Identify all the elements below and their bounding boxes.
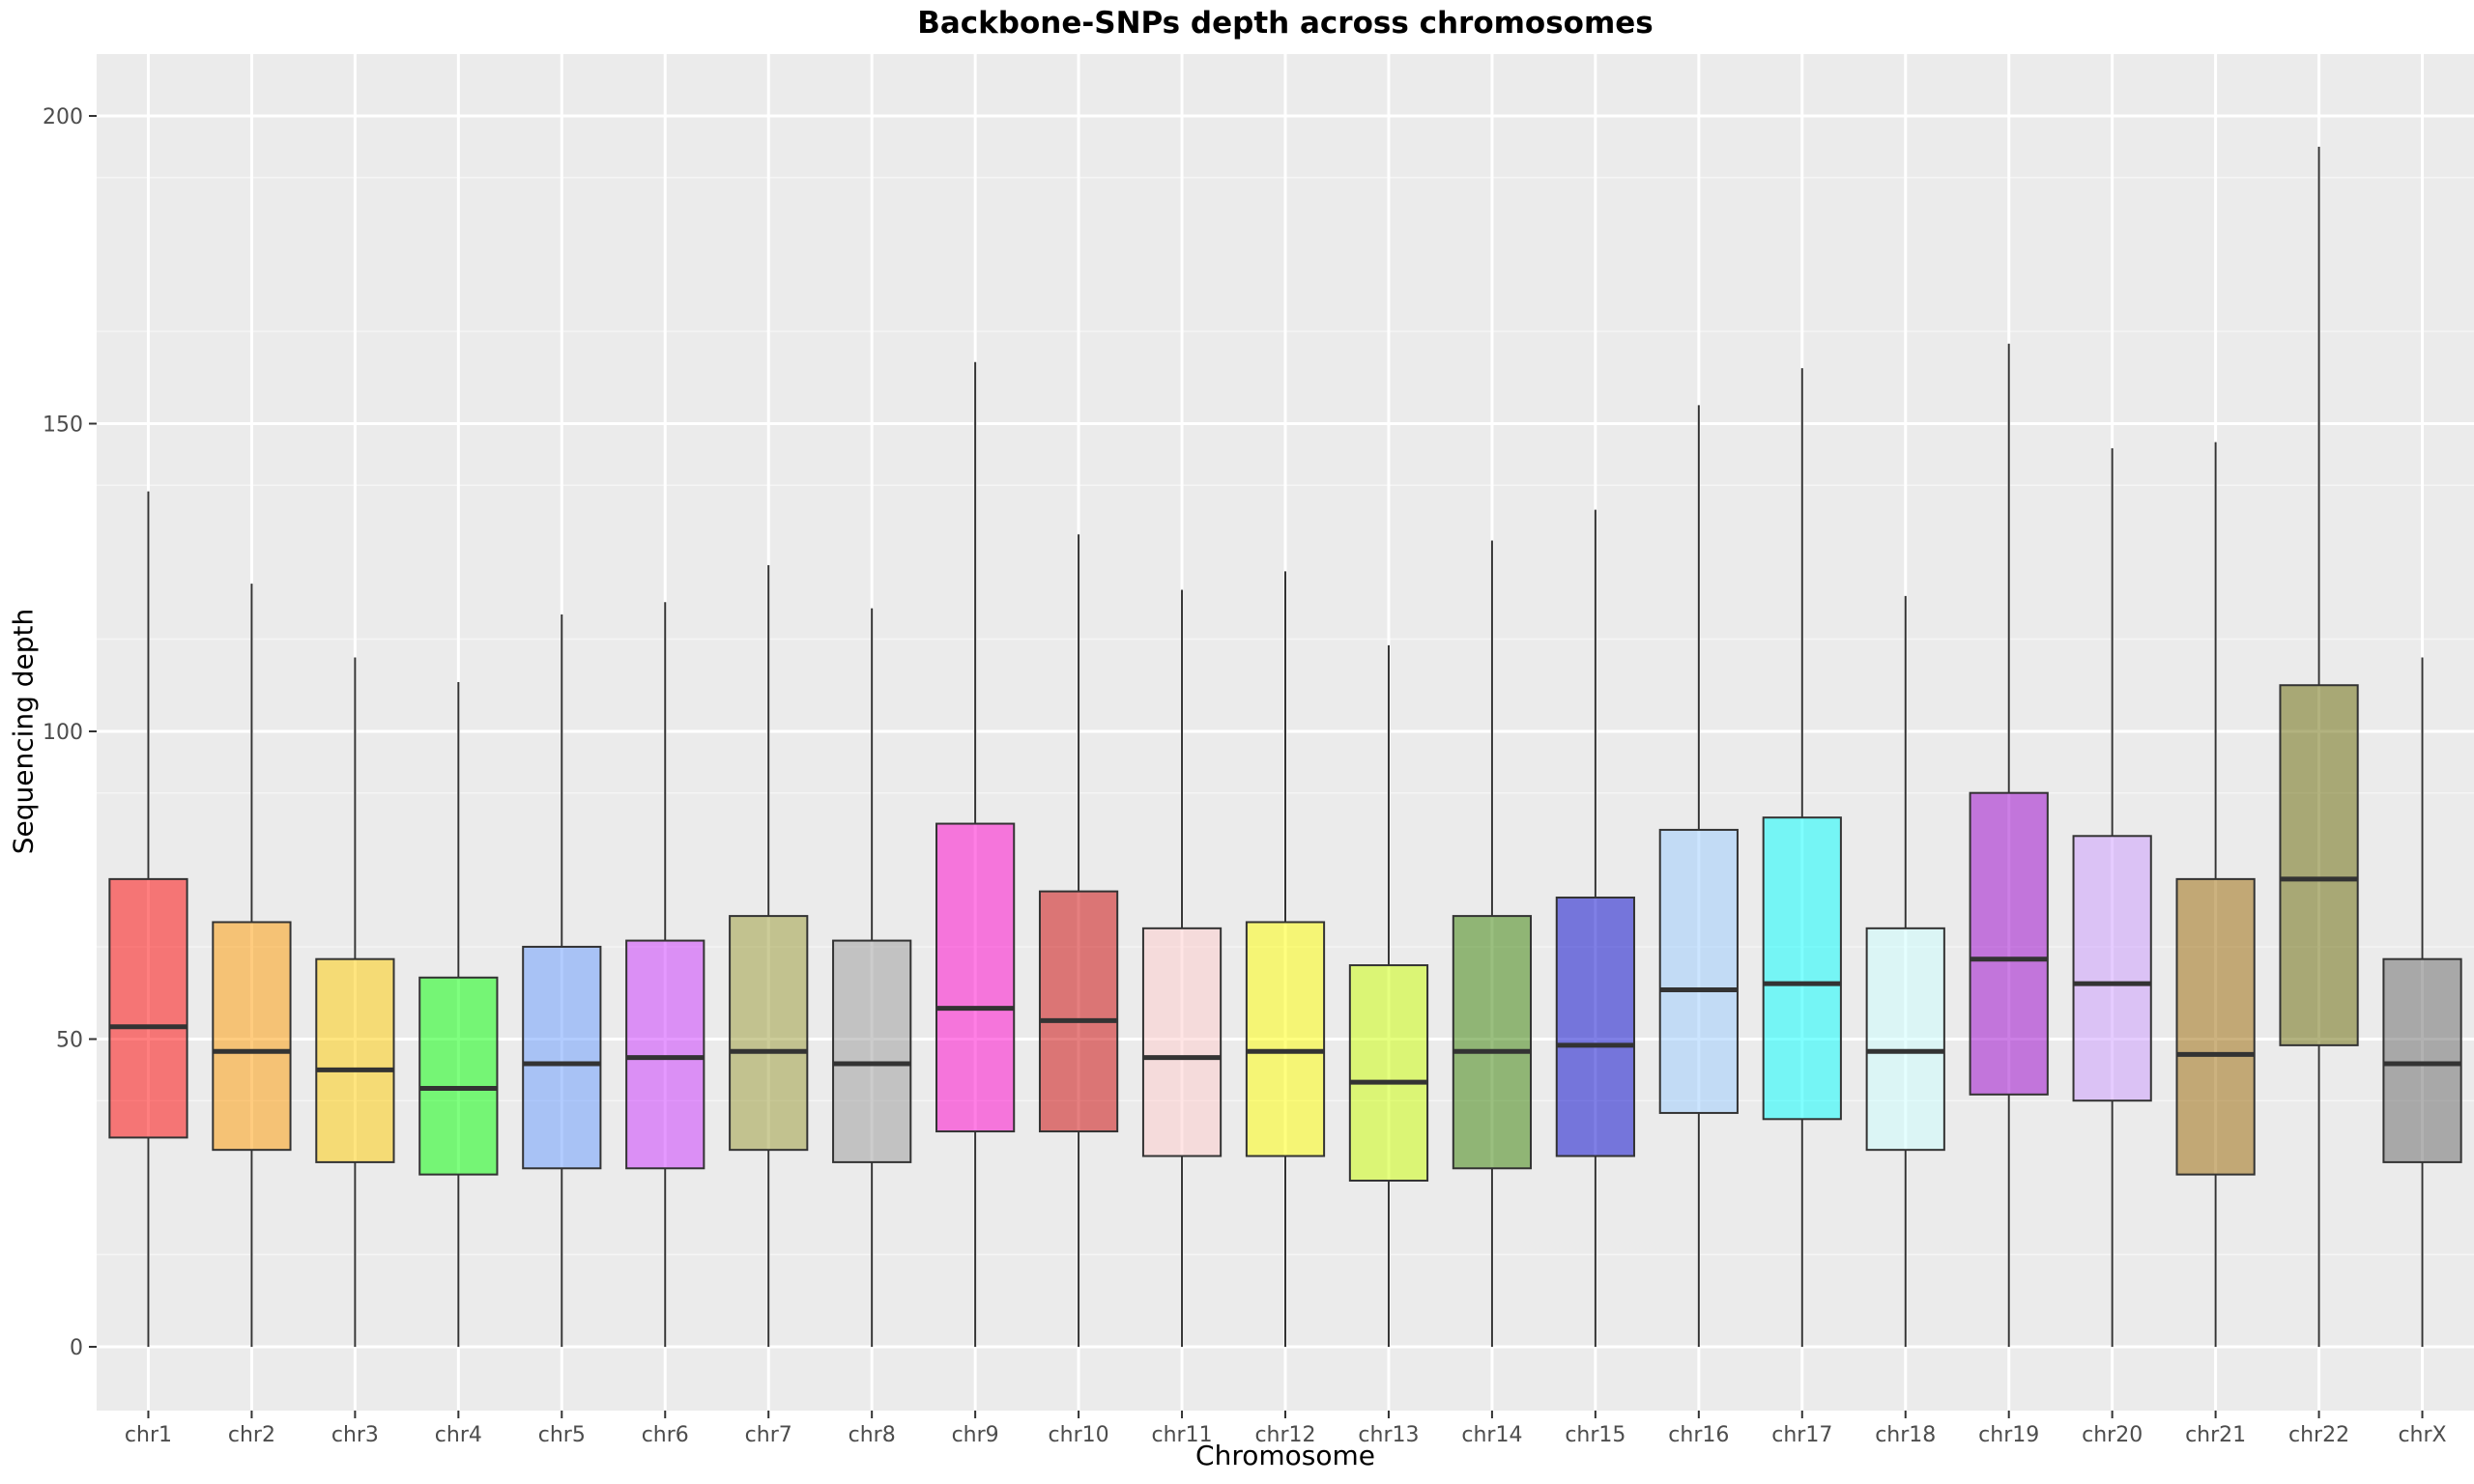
box-chr12 <box>1245 921 1326 1157</box>
box-chr10 <box>1038 890 1119 1133</box>
x-tick-label: chr4 <box>435 1423 482 1447</box>
x-tick-label: chr18 <box>1875 1423 1936 1447</box>
x-tick-label: chr22 <box>2288 1423 2349 1447</box>
box-chr15 <box>1555 896 1635 1157</box>
x-tick-label: chr6 <box>642 1423 689 1447</box>
box-chrX <box>2382 957 2462 1163</box>
y-tick-label: 0 <box>70 1336 83 1360</box>
x-tick-label: chr8 <box>849 1423 896 1447</box>
y-tick-label: 50 <box>56 1029 83 1053</box>
y-tick-label: 150 <box>43 414 83 438</box>
box-chr9 <box>935 822 1016 1133</box>
x-tick-label: chr1 <box>125 1423 172 1447</box>
box-chr4 <box>418 976 499 1176</box>
box-chr16 <box>1658 828 1739 1114</box>
box-chr11 <box>1141 927 1223 1157</box>
x-axis-title: Chromosome <box>1195 1440 1375 1471</box>
box-chr13 <box>1348 964 1429 1183</box>
box-chr7 <box>729 915 809 1152</box>
x-tick-label: chrX <box>2398 1423 2446 1447</box>
y-tick-label: 200 <box>43 105 83 129</box>
box-chr14 <box>1452 915 1533 1170</box>
x-tick-label: chr15 <box>1565 1423 1625 1447</box>
chart-title: Backbone-SNPs depth across chromosomes <box>917 6 1654 41</box>
x-tick-label: chr3 <box>331 1423 379 1447</box>
x-tick-label: chr10 <box>1049 1423 1109 1447</box>
y-axis-title: Sequencing depth <box>7 608 40 855</box>
x-tick-label: chr16 <box>1668 1423 1729 1447</box>
box-chr21 <box>2175 877 2256 1176</box>
x-tick-label: chr12 <box>1254 1423 1315 1447</box>
box-chr1 <box>108 877 188 1139</box>
x-tick-label: chr7 <box>745 1423 792 1447</box>
x-tick-label: chr19 <box>1978 1423 2039 1447</box>
box-chr5 <box>522 945 602 1170</box>
y-tick-label: 100 <box>43 721 83 745</box>
box-chr17 <box>1762 816 1842 1121</box>
box-chr8 <box>832 939 912 1163</box>
x-tick-label: chr21 <box>2185 1423 2246 1447</box>
x-tick-label: chr5 <box>538 1423 586 1447</box>
x-tick-label: chr14 <box>1461 1423 1522 1447</box>
x-tick-label: chr2 <box>228 1423 275 1447</box>
box-chr3 <box>315 957 395 1163</box>
box-chr2 <box>212 921 292 1152</box>
box-chr22 <box>2279 684 2359 1046</box>
box-chr6 <box>625 939 705 1170</box>
box-chr20 <box>2072 835 2152 1102</box>
x-tick-label: chr20 <box>2082 1423 2143 1447</box>
x-tick-label: chr9 <box>952 1423 999 1447</box>
x-tick-label: chr11 <box>1152 1423 1213 1447</box>
x-tick-label: chr17 <box>1771 1423 1832 1447</box>
box-chr18 <box>1865 927 1945 1152</box>
box-chr19 <box>1969 791 2049 1096</box>
x-tick-label: chr13 <box>1358 1423 1419 1447</box>
